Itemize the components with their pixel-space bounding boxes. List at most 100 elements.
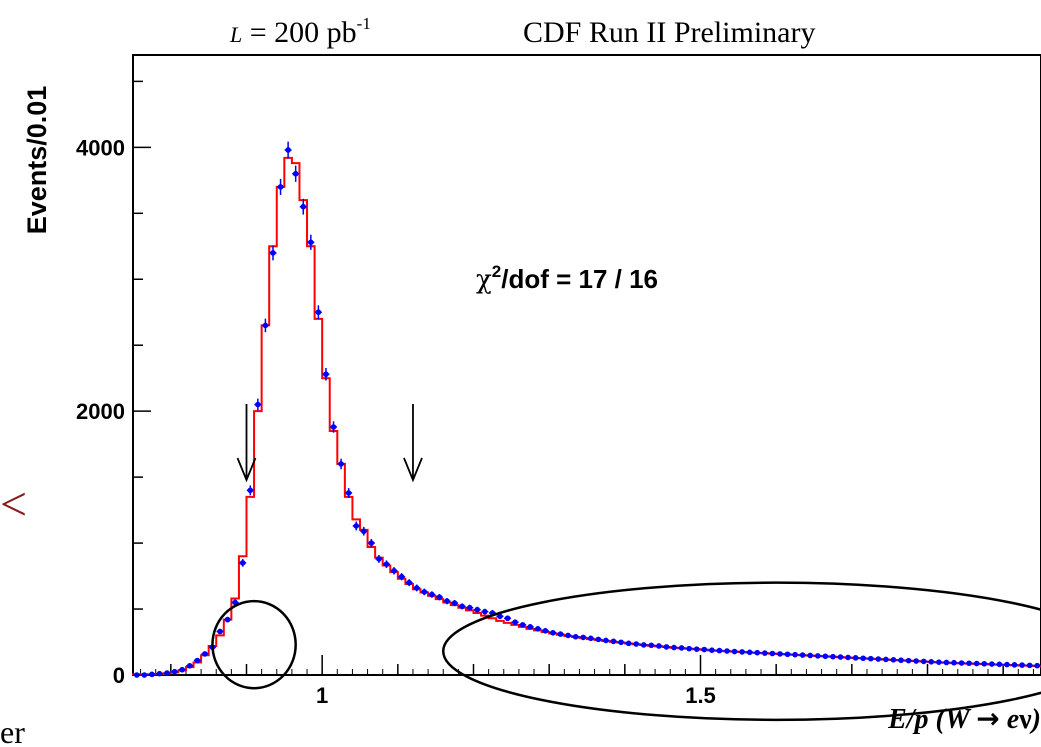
data-point [632, 641, 640, 647]
data-point [950, 659, 958, 666]
data-point [1026, 662, 1034, 669]
marker [898, 657, 904, 664]
marker [648, 642, 655, 649]
data-point [655, 643, 663, 649]
data-point [579, 634, 587, 641]
data-point [405, 579, 413, 587]
data-point [693, 646, 701, 652]
data-point [602, 637, 610, 644]
marker [693, 646, 700, 652]
marker [308, 239, 314, 246]
data-point [640, 642, 648, 648]
marker [860, 655, 866, 662]
data-point [133, 672, 141, 678]
data-point [768, 650, 776, 657]
marker [179, 666, 185, 673]
marker [360, 528, 367, 535]
marker [754, 649, 761, 656]
data-point [799, 652, 807, 658]
marker [224, 616, 231, 623]
data-point [277, 178, 285, 195]
marker [958, 660, 965, 666]
marker [640, 642, 647, 648]
marker [625, 640, 632, 647]
marker [996, 661, 1003, 668]
data-point [345, 488, 353, 498]
marker [746, 649, 753, 656]
data-point [1003, 661, 1011, 668]
data-point [609, 638, 617, 645]
marker [535, 626, 541, 632]
marker [595, 636, 602, 643]
data-point [375, 555, 383, 563]
side-fragment-lt: < [0, 478, 27, 531]
y-tick-label: 2000 [76, 399, 125, 424]
marker [852, 655, 859, 661]
data-point [481, 608, 489, 615]
data-point [504, 615, 512, 622]
data-point [261, 318, 269, 333]
data-point [958, 660, 966, 666]
data-point [988, 661, 996, 667]
data-point [511, 619, 519, 626]
marker [587, 635, 594, 642]
data-point [526, 624, 534, 630]
data-point [307, 234, 315, 250]
y-tick-label: 4000 [76, 135, 125, 160]
data-point [239, 559, 247, 567]
highlight-ellipse [442, 581, 1041, 722]
marker [686, 645, 692, 652]
data-point [905, 657, 913, 664]
data-point [791, 651, 799, 658]
marker [867, 655, 874, 662]
marker [580, 634, 587, 641]
marker [133, 672, 140, 678]
marker [519, 622, 526, 628]
marker [398, 573, 405, 580]
data-point [784, 651, 792, 658]
marker [633, 641, 639, 647]
marker [792, 651, 798, 658]
data-point [473, 606, 481, 613]
data-point [821, 653, 829, 660]
data-point [995, 661, 1003, 668]
plot-frame [132, 54, 1041, 676]
marker [565, 632, 571, 639]
data-point [269, 245, 277, 261]
marker [550, 629, 556, 636]
marker [769, 650, 776, 657]
marker [1019, 662, 1025, 668]
data-point [761, 650, 769, 656]
data-point [163, 670, 171, 676]
marker [603, 637, 609, 644]
data-point [700, 646, 708, 653]
x-tick-label: 1.5 [685, 683, 716, 708]
data-point [912, 658, 920, 664]
data-point [284, 141, 292, 159]
marker [413, 585, 420, 591]
data-point [216, 628, 224, 635]
data-point [587, 635, 595, 642]
marker [239, 560, 246, 566]
marker [497, 613, 503, 620]
marker [716, 647, 723, 654]
data-point [942, 659, 950, 666]
marker [610, 638, 617, 645]
down-arrow [403, 404, 423, 483]
data-point [867, 655, 875, 662]
marker [701, 646, 708, 653]
marker [482, 608, 488, 615]
data-point [882, 656, 890, 663]
marker [807, 652, 814, 659]
down-arrow [236, 404, 257, 483]
marker [300, 203, 307, 210]
marker [383, 561, 390, 567]
marker [920, 658, 927, 665]
simulation-step-line [132, 156, 1041, 676]
y-tick-label: 0 [113, 663, 125, 688]
data-point [753, 649, 761, 656]
marker [762, 650, 768, 656]
data-point [496, 613, 504, 620]
overlays [211, 404, 1041, 722]
marker [1011, 662, 1018, 668]
